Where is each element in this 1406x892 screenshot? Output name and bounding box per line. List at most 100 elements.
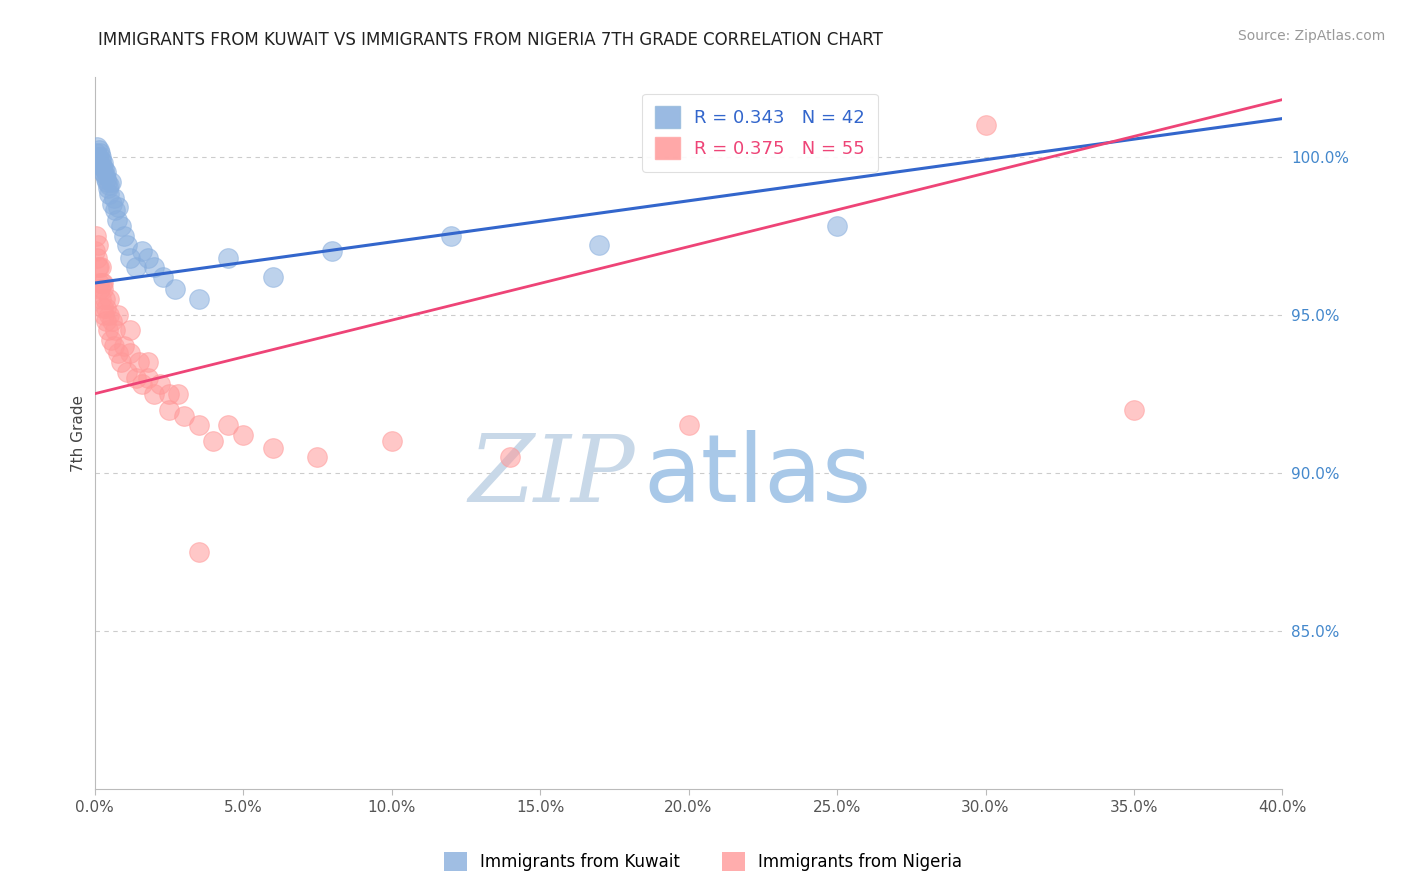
Point: [101, 314, 124, 328]
Point: [115, 238, 138, 252]
Point: [107, 308, 129, 322]
Point: [89, 146, 111, 161]
Point: [678, 418, 700, 433]
Point: [91, 276, 114, 290]
Point: [91, 156, 114, 170]
Point: [107, 200, 129, 214]
Point: [202, 434, 225, 449]
Point: [112, 228, 135, 243]
Point: [86, 251, 108, 265]
Point: [84, 146, 107, 161]
Point: [110, 219, 132, 233]
Point: [217, 418, 239, 433]
Point: [173, 409, 195, 423]
Point: [86, 140, 108, 154]
Point: [440, 228, 463, 243]
Point: [149, 377, 172, 392]
Point: [90, 292, 112, 306]
Point: [232, 428, 254, 442]
Point: [187, 545, 209, 559]
Text: atlas: atlas: [644, 430, 872, 522]
Point: [89, 260, 111, 275]
Point: [96, 301, 118, 316]
Point: [91, 159, 114, 173]
Point: [87, 238, 110, 252]
Point: [217, 251, 239, 265]
Point: [262, 269, 284, 284]
Point: [128, 355, 150, 369]
Text: Source: ZipAtlas.com: Source: ZipAtlas.com: [1237, 29, 1385, 43]
Point: [100, 333, 122, 347]
Point: [152, 269, 174, 284]
Point: [94, 169, 117, 183]
Legend: Immigrants from Kuwait, Immigrants from Nigeria: Immigrants from Kuwait, Immigrants from …: [436, 843, 970, 880]
Y-axis label: 7th Grade: 7th Grade: [72, 395, 86, 472]
Point: [87, 276, 110, 290]
Point: [84, 244, 107, 259]
Point: [97, 181, 120, 195]
Point: [120, 345, 142, 359]
Point: [187, 292, 209, 306]
Point: [97, 324, 120, 338]
Point: [307, 450, 329, 464]
Point: [97, 178, 120, 192]
Point: [90, 149, 112, 163]
Point: [94, 292, 117, 306]
Point: [98, 308, 121, 322]
Point: [87, 156, 110, 170]
Point: [87, 260, 110, 275]
Point: [93, 162, 115, 177]
Point: [87, 143, 110, 157]
Point: [499, 450, 522, 464]
Point: [974, 118, 997, 132]
Text: IMMIGRANTS FROM KUWAIT VS IMMIGRANTS FROM NIGERIA 7TH GRADE CORRELATION CHART: IMMIGRANTS FROM KUWAIT VS IMMIGRANTS FRO…: [98, 31, 883, 49]
Point: [187, 418, 209, 433]
Point: [103, 339, 125, 353]
Point: [321, 244, 343, 259]
Point: [157, 386, 180, 401]
Point: [94, 171, 117, 186]
Point: [103, 191, 125, 205]
Point: [112, 339, 135, 353]
Point: [1123, 402, 1146, 417]
Point: [96, 175, 118, 189]
Point: [89, 282, 111, 296]
Point: [91, 301, 114, 316]
Point: [166, 386, 188, 401]
Point: [131, 377, 153, 392]
Point: [94, 314, 117, 328]
Point: [588, 238, 610, 252]
Point: [98, 292, 121, 306]
Point: [98, 187, 121, 202]
Point: [143, 386, 166, 401]
Point: [825, 219, 848, 233]
Point: [96, 165, 118, 179]
Point: [105, 212, 128, 227]
Point: [262, 441, 284, 455]
Point: [157, 402, 180, 417]
Point: [110, 355, 132, 369]
Point: [131, 244, 153, 259]
Point: [125, 260, 148, 275]
Point: [115, 365, 138, 379]
Point: [89, 153, 111, 167]
Point: [104, 203, 127, 218]
Text: ZIP: ZIP: [468, 431, 636, 521]
Point: [120, 324, 142, 338]
Point: [86, 149, 108, 163]
Point: [100, 175, 122, 189]
Point: [136, 371, 159, 385]
Point: [380, 434, 402, 449]
Point: [120, 251, 142, 265]
Point: [136, 355, 159, 369]
Point: [143, 260, 166, 275]
Point: [125, 371, 148, 385]
Point: [136, 251, 159, 265]
Point: [93, 165, 115, 179]
Point: [93, 276, 115, 290]
Point: [104, 324, 127, 338]
Point: [93, 308, 115, 322]
Point: [86, 260, 108, 275]
Legend: R = 0.343   N = 42, R = 0.375   N = 55: R = 0.343 N = 42, R = 0.375 N = 55: [643, 94, 877, 172]
Point: [163, 282, 186, 296]
